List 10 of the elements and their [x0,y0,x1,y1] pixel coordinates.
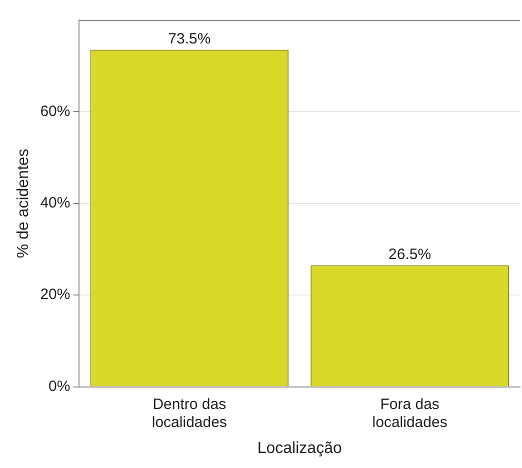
y-tick-label: 20% [40,286,70,304]
data-label: 26.5% [388,246,432,263]
data-label: 73.5% [168,30,211,48]
y-tick-label: 40% [40,194,70,212]
x-tick-label: Fora das localidades [372,396,448,431]
y-axis-title: % de acidentes [15,148,32,258]
y-tick-label: 60% [40,102,70,120]
y-tick-label: 0% [48,378,70,395]
x-tick-label: Dentro das localidades [152,396,227,431]
x-axis-title: Localização [257,440,342,457]
